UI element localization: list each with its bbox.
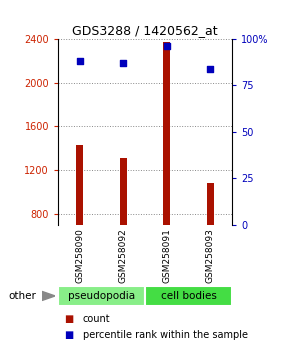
Text: ■: ■	[64, 330, 73, 339]
Bar	[164, 42, 170, 225]
Text: GSM258093: GSM258093	[206, 228, 215, 283]
Text: GDS3288 / 1420562_at: GDS3288 / 1420562_at	[72, 24, 218, 37]
Bar	[145, 286, 232, 306]
Bar	[120, 158, 126, 225]
Point	[164, 44, 169, 49]
Polygon shape	[42, 291, 55, 301]
Point	[77, 58, 82, 64]
Bar	[207, 183, 213, 225]
Text: ■: ■	[64, 314, 73, 324]
Text: other: other	[9, 291, 37, 301]
Text: percentile rank within the sample: percentile rank within the sample	[83, 330, 248, 339]
Text: GSM258090: GSM258090	[75, 228, 84, 283]
Text: cell bodies: cell bodies	[161, 291, 216, 301]
Text: GSM258091: GSM258091	[162, 228, 171, 283]
Text: count: count	[83, 314, 110, 324]
Point	[121, 60, 126, 66]
Point	[208, 66, 213, 72]
Bar	[77, 145, 83, 225]
Text: GSM258092: GSM258092	[119, 228, 128, 283]
Text: pseudopodia: pseudopodia	[68, 291, 135, 301]
Bar	[58, 286, 145, 306]
